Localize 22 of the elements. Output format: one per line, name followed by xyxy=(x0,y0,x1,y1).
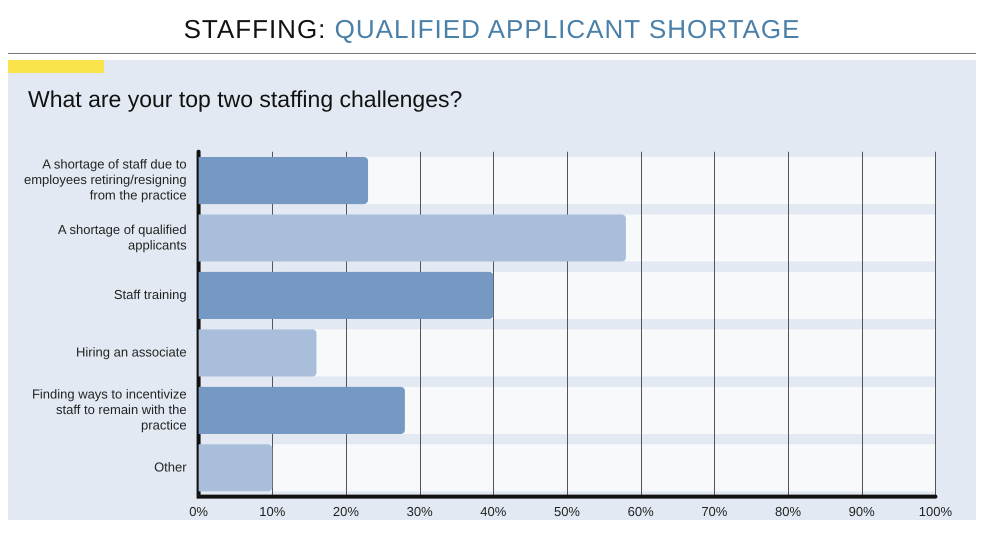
x-tick-label: 70% xyxy=(701,504,728,519)
chart-subtitle: What are your top two staffing challenges? xyxy=(28,86,462,113)
y-tick-label: A shortage of staff due to employees retiring/resigning from the practice xyxy=(24,156,187,203)
x-tick-label: 90% xyxy=(848,504,876,519)
y-tick-label: Other xyxy=(154,459,188,474)
x-tick-label: 60% xyxy=(628,504,654,519)
x-tick-label: 100% xyxy=(918,504,952,519)
x-tick-label: 30% xyxy=(406,504,434,519)
y-tick-label: Hiring an associate xyxy=(76,344,187,360)
bar xyxy=(198,156,368,204)
chart-title: STAFFING: QUALIFIED APPLICANT SHORTAGE xyxy=(184,14,800,44)
x-tick-label: 40% xyxy=(480,504,507,519)
y-tick-label: Finding ways to incentivize staff to remain with the practice xyxy=(32,386,187,433)
y-tick-label: Staff training xyxy=(114,287,187,302)
bar xyxy=(198,444,272,492)
x-tick-label: 20% xyxy=(332,504,360,519)
x-tick-label: 0% xyxy=(189,504,208,519)
bar xyxy=(198,329,316,376)
x-tick-label: 50% xyxy=(554,504,580,519)
x-tick-label: 80% xyxy=(775,504,802,519)
x-tick-label: 10% xyxy=(259,504,286,519)
y-tick-label: A shortage of qualified applicants xyxy=(58,222,188,252)
